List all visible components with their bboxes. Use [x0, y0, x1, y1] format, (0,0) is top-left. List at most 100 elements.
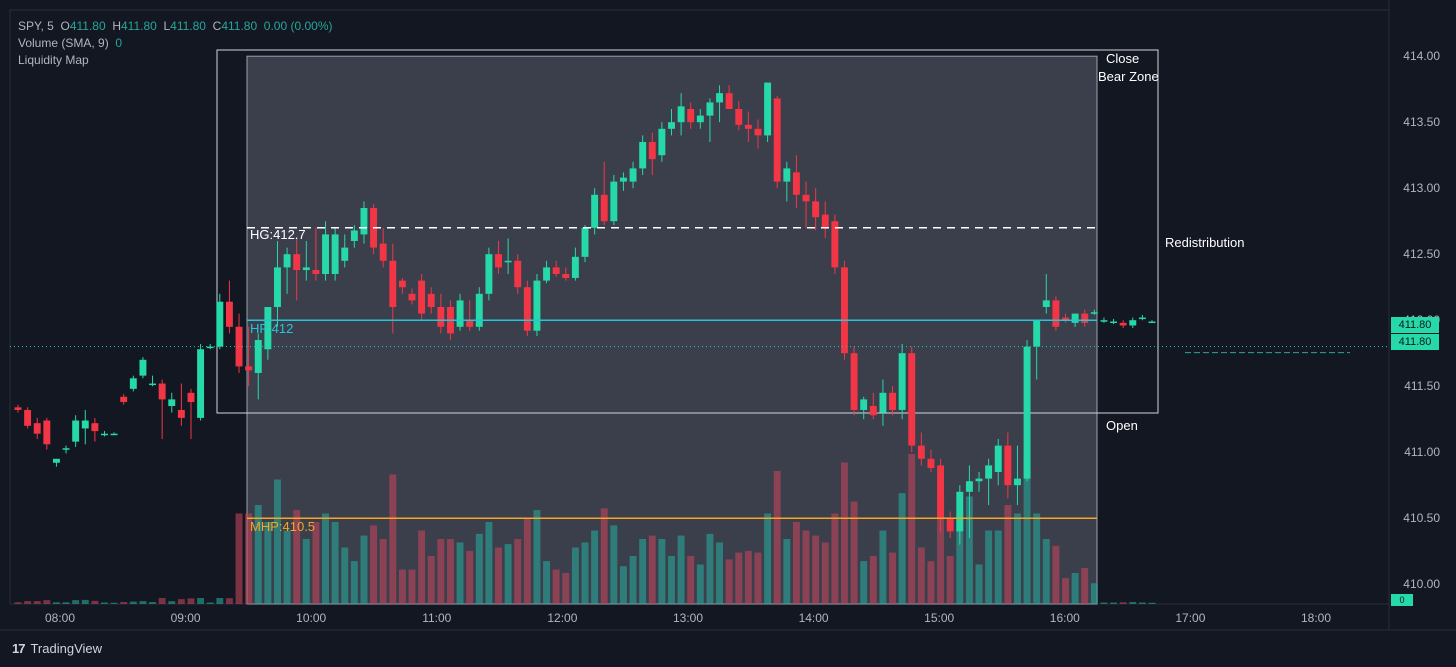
volume-bar: [831, 513, 839, 604]
volume-bar: [889, 552, 896, 604]
candle-down: [1052, 296, 1060, 331]
volume-row[interactable]: Volume (SMA, 9) 0: [18, 35, 333, 52]
volume-bar: [600, 508, 608, 604]
bear-zone-box: [216, 49, 1159, 414]
candle-down: [379, 227, 387, 268]
bear-zone-label: Bear Zone: [1098, 69, 1159, 84]
volume-bar: [821, 542, 829, 604]
volume-bar: [120, 602, 128, 604]
volume-bar: [1138, 602, 1146, 604]
volume-bar: [841, 462, 848, 604]
volume-bar: [1090, 583, 1098, 604]
level-label: HG:412.7: [250, 227, 306, 242]
candle-up: [1013, 445, 1021, 505]
y-tick-label: 411.00: [1404, 445, 1440, 459]
volume-bar: [504, 544, 512, 604]
volume-bar: [1033, 513, 1041, 604]
candle-up: [629, 161, 637, 189]
candle-down: [312, 227, 320, 281]
volume-bar: [446, 539, 454, 604]
volume-bar: [591, 530, 599, 604]
candle-down: [744, 111, 752, 142]
volume-bar: [716, 542, 724, 604]
candle-up: [504, 238, 512, 274]
x-tick-label: 14:00: [799, 611, 829, 625]
candle-down: [225, 280, 233, 334]
x-tick-label: 10:00: [296, 611, 326, 625]
candle-down: [850, 346, 858, 416]
candle-down: [514, 254, 522, 294]
volume-bar: [792, 522, 800, 604]
symbol-label: SPY, 5: [18, 19, 54, 33]
volume-bar: [744, 550, 752, 604]
candle-up: [1129, 317, 1137, 329]
volume-bar: [917, 547, 925, 604]
candle-down: [687, 102, 695, 129]
candle-down: [792, 155, 800, 208]
candle-up: [956, 485, 964, 545]
tradingview-brand[interactable]: 17 TradingView: [12, 641, 102, 656]
volume-bar: [158, 598, 166, 604]
candle-up: [985, 458, 993, 505]
volume-bar: [293, 510, 301, 604]
volume-bar: [581, 542, 589, 604]
candle-up: [783, 161, 791, 202]
volume-bar: [687, 556, 695, 604]
indicator-row[interactable]: Liquidity Map: [18, 52, 333, 69]
candle-down: [235, 313, 243, 373]
volume-bar: [129, 601, 137, 604]
candle-down: [437, 293, 445, 334]
volume-bar: [764, 513, 772, 604]
candle-down: [927, 449, 935, 472]
candle-down: [1062, 313, 1069, 323]
volume-bar: [331, 522, 339, 604]
candle-up: [1033, 320, 1041, 380]
candle-up: [543, 260, 551, 284]
volume-bar: [658, 539, 666, 604]
volume-bar: [648, 535, 656, 604]
candle-down: [466, 300, 474, 331]
y-tick-label: 412.50: [1403, 247, 1440, 261]
change-value: 0.00 (0.00%): [263, 19, 333, 33]
candle-down: [773, 95, 781, 189]
brand-name: TradingView: [30, 641, 103, 656]
candle-up: [475, 287, 483, 331]
candle-up: [860, 396, 868, 420]
volume-bar: [168, 601, 176, 604]
price-tag-lower: 411.80: [1391, 334, 1439, 350]
volume-bar: [283, 530, 291, 604]
volume-bar: [696, 564, 704, 604]
candle-up: [994, 439, 1002, 486]
x-tick-label: 12:00: [547, 611, 577, 625]
ohlc-close-label: C: [212, 19, 222, 33]
volume-bar: [639, 539, 647, 604]
volume-bar: [610, 525, 618, 604]
candle-down: [293, 238, 301, 301]
candle-down: [418, 274, 426, 321]
candle-down: [841, 260, 848, 360]
volume-bar: [965, 496, 973, 604]
volume-bar: [869, 556, 877, 604]
candle-up: [533, 274, 541, 337]
candle-up: [341, 234, 349, 268]
candle-up: [62, 445, 70, 454]
x-tick-label: 11:00: [422, 611, 451, 625]
volume-bar: [706, 533, 714, 604]
x-tick-label: 09:00: [171, 611, 201, 625]
candle-down: [245, 326, 253, 387]
candle-up: [254, 333, 262, 400]
candle-down: [187, 388, 195, 439]
volume-bar: [341, 547, 349, 604]
volume-bar: [91, 600, 99, 604]
volume-bar: [783, 539, 791, 604]
volume-bar: [398, 569, 406, 604]
candle-down: [725, 85, 733, 109]
volume-bar: [437, 539, 445, 604]
volume-bar: [197, 598, 205, 604]
candle-down: [43, 417, 51, 450]
candle-down: [427, 287, 435, 314]
candle-up: [610, 175, 618, 226]
volume-bar: [1100, 602, 1108, 604]
candle-down: [495, 241, 502, 274]
